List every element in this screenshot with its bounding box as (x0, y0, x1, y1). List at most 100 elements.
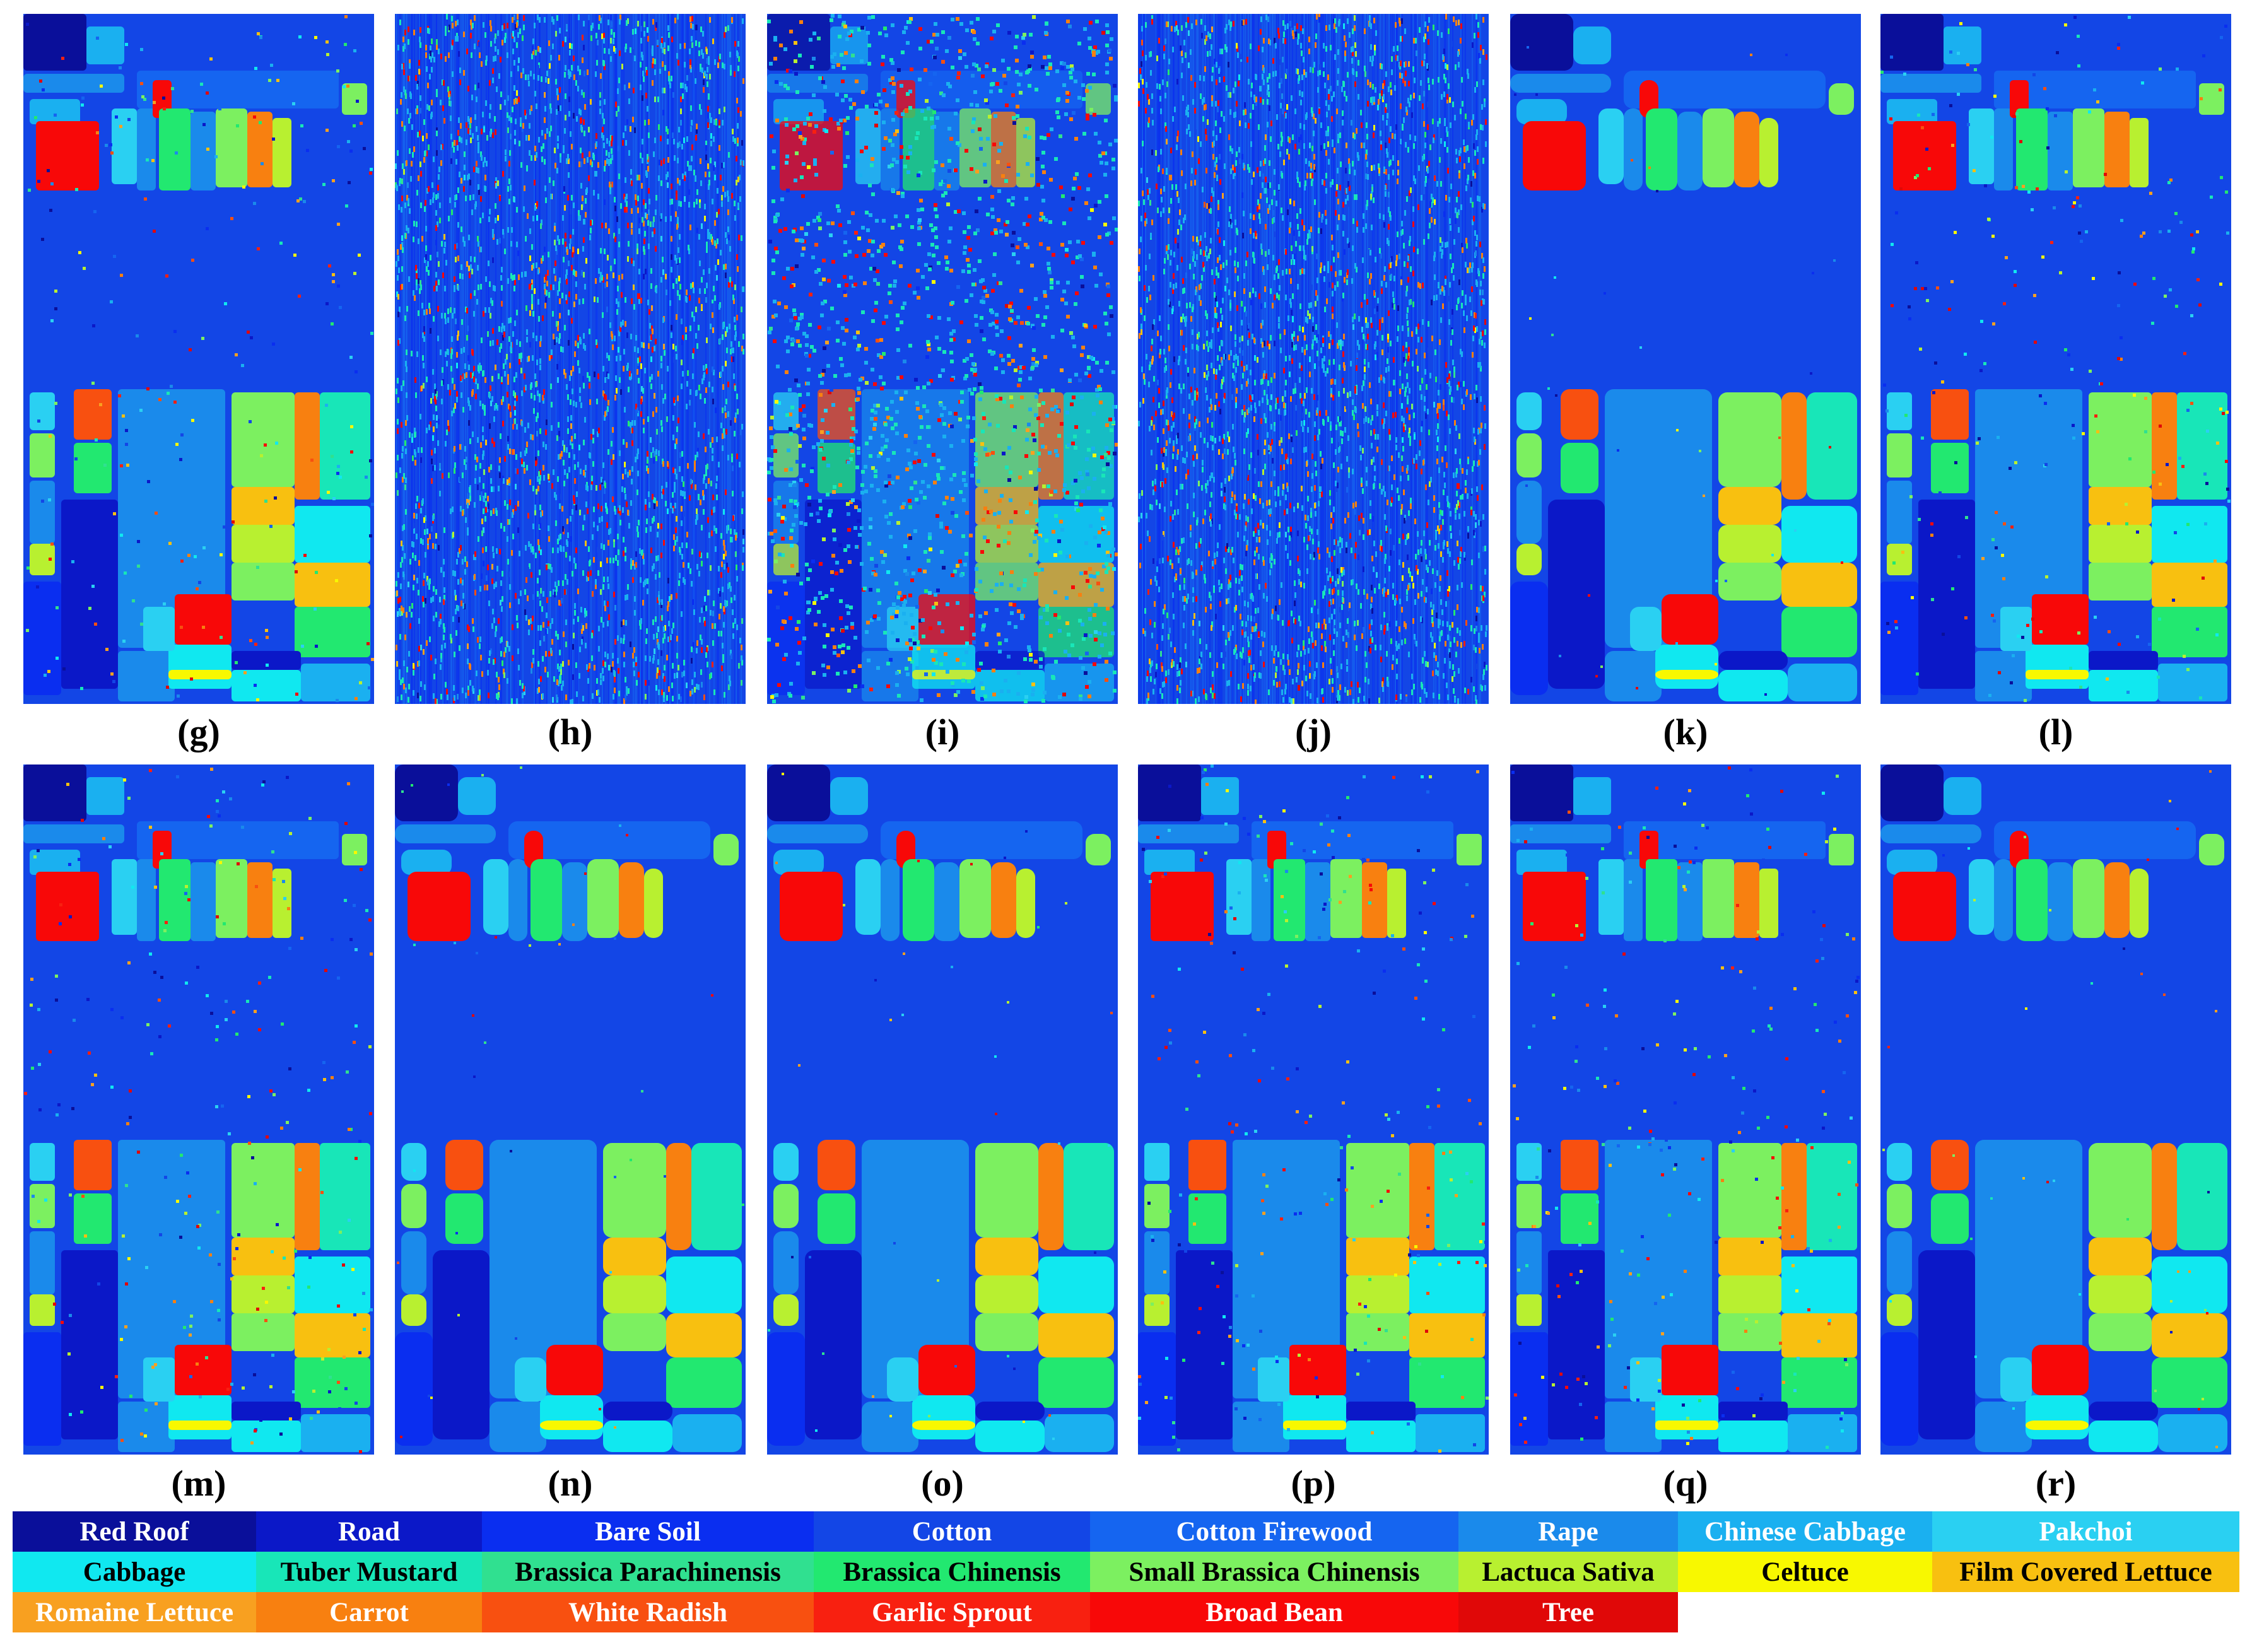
noise-pixel (805, 483, 809, 487)
noise-pixel (507, 519, 509, 525)
noise-pixel (989, 90, 993, 93)
noise-pixel (948, 530, 952, 534)
noise-pixel (499, 238, 501, 243)
noise-pixel (344, 15, 348, 18)
noise-pixel (443, 595, 445, 600)
noise-pixel (514, 392, 516, 398)
noise-pixel (501, 596, 503, 602)
noise-pixel (401, 694, 402, 700)
noise-pixel (541, 258, 542, 264)
noise-pixel (1105, 71, 1109, 74)
noise-pixel (940, 466, 944, 470)
noise-pixel (978, 382, 982, 386)
noise-pixel (438, 279, 440, 285)
noise-pixel (353, 315, 356, 318)
noise-pixel (626, 119, 628, 125)
noise-pixel (459, 548, 460, 554)
noise-pixel (554, 240, 556, 245)
noise-pixel (600, 272, 602, 278)
noise-pixel (1045, 414, 1049, 418)
noise-pixel (583, 383, 585, 389)
noise-pixel (449, 91, 451, 97)
noise-pixel (591, 479, 593, 485)
noise-pixel (650, 268, 652, 274)
noise-pixel (462, 472, 464, 478)
noise-pixel (474, 551, 476, 557)
noise-pixel (471, 209, 473, 215)
noise-pixel (723, 540, 725, 546)
noise-pixel (579, 387, 581, 393)
noise-pixel (501, 267, 503, 272)
noise-pixel (841, 650, 845, 654)
noise-pixel (786, 86, 790, 90)
noise-pixel (680, 83, 682, 88)
noise-pixel (704, 288, 706, 294)
noise-pixel (1049, 493, 1053, 496)
noise-pixel (830, 588, 834, 592)
noise-pixel (652, 45, 654, 51)
noise-pixel (773, 529, 777, 533)
noise-pixel (560, 454, 561, 459)
noise-pixel (339, 306, 342, 309)
noise-pixel (99, 403, 102, 406)
noise-pixel (509, 602, 511, 608)
noise-pixel (409, 559, 411, 565)
noise-pixel (972, 633, 976, 636)
noise-pixel (794, 179, 797, 182)
noise-pixel (725, 489, 727, 495)
noise-pixel (1062, 290, 1066, 293)
noise-pixel (492, 328, 494, 334)
noise-pixel (799, 521, 803, 525)
noise-pixel (1045, 21, 1048, 25)
noise-pixel (567, 394, 569, 400)
noise-pixel (549, 623, 551, 629)
noise-pixel (404, 30, 406, 35)
noise-pixel (625, 140, 627, 146)
noise-pixel (501, 301, 503, 307)
noise-pixel (447, 384, 449, 390)
noise-pixel (602, 584, 604, 590)
noise-pixel (466, 457, 467, 462)
noise-pixel (910, 225, 914, 229)
noise-pixel (1074, 373, 1078, 377)
noise-pixel (780, 520, 784, 524)
noise-pixel (1038, 534, 1042, 537)
noise-pixel (406, 366, 408, 372)
noise-pixel (165, 274, 168, 278)
map-field (159, 108, 191, 190)
noise-pixel (1093, 454, 1096, 457)
noise-pixel (416, 279, 418, 285)
noise-pixel (1023, 657, 1027, 661)
noise-pixel (625, 677, 626, 682)
noise-pixel (423, 517, 425, 523)
noise-pixel (510, 134, 512, 139)
noise-pixel (712, 611, 714, 616)
noise-pixel (732, 633, 734, 639)
noise-pixel (631, 229, 633, 235)
noise-pixel (409, 113, 411, 119)
noise-pixel (507, 504, 508, 510)
noise-pixel (1110, 428, 1113, 432)
noise-pixel (506, 354, 508, 360)
noise-pixel (640, 85, 642, 90)
noise-pixel (560, 545, 561, 551)
noise-pixel (709, 113, 711, 119)
noise-pixel (501, 377, 503, 382)
noise-pixel (781, 553, 785, 557)
noise-pixel (602, 277, 604, 283)
noise-pixel (430, 655, 432, 660)
noise-pixel (998, 499, 1002, 503)
noise-pixel (541, 76, 542, 82)
noise-pixel (864, 489, 868, 493)
noise-pixel (472, 389, 474, 395)
noise-pixel (705, 465, 707, 471)
noise-pixel (929, 315, 933, 319)
noise-pixel (596, 60, 598, 66)
noise-pixel (602, 390, 604, 396)
noise-pixel (54, 162, 57, 165)
noise-pixel (732, 515, 734, 521)
noise-pixel (660, 136, 662, 141)
noise-pixel (696, 128, 698, 134)
noise-pixel (1109, 464, 1113, 468)
noise-pixel (166, 132, 169, 135)
